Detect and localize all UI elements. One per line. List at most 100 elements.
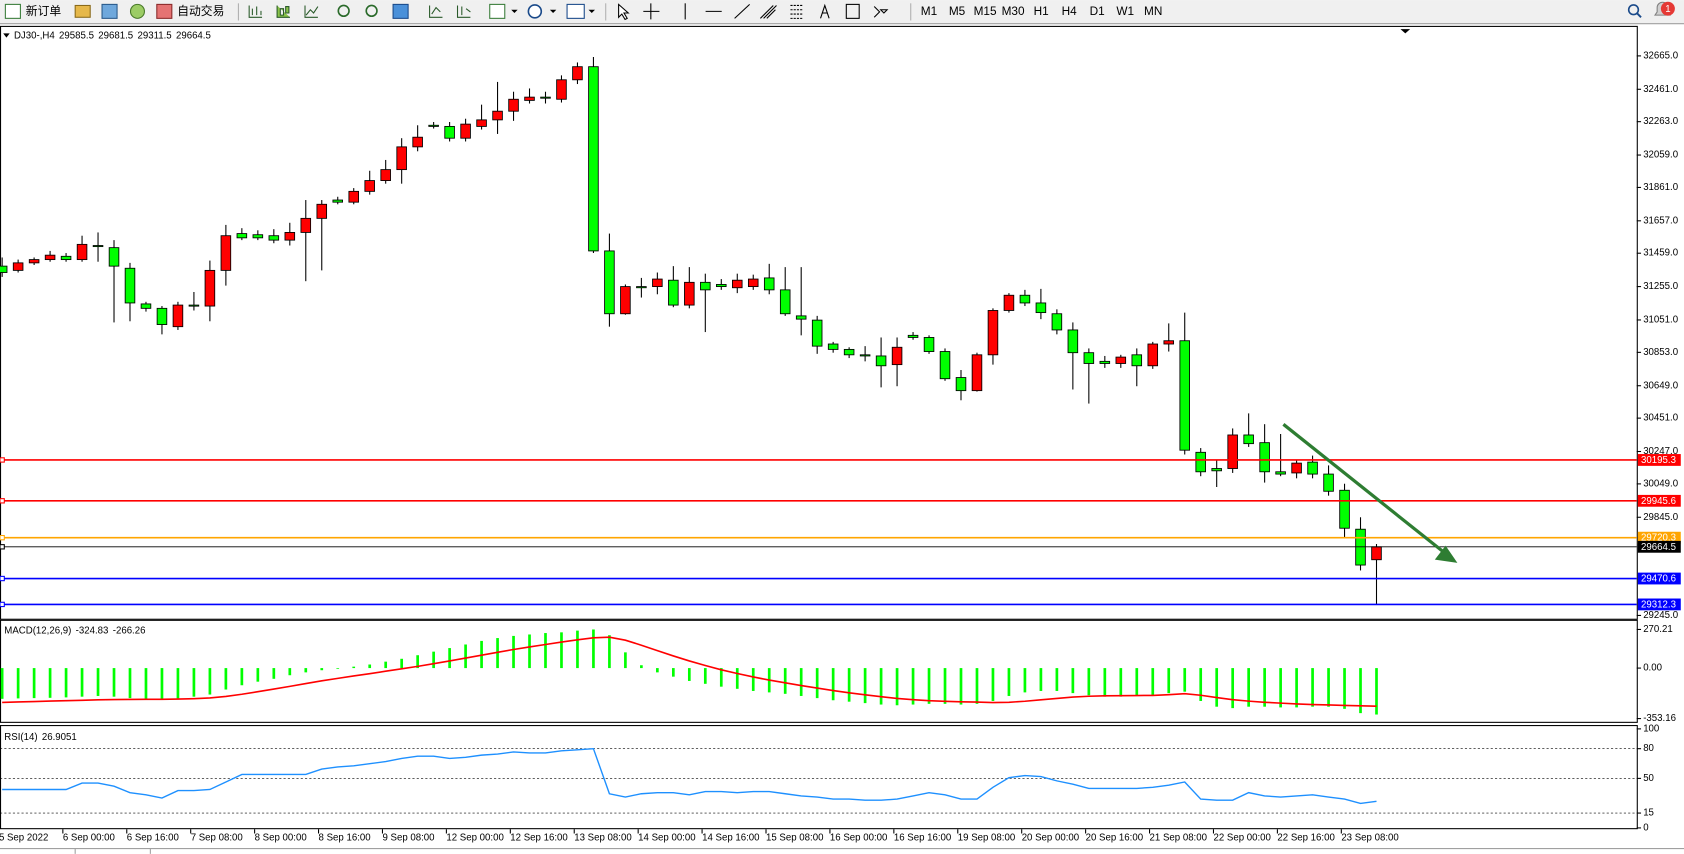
- trend-arrow: [1282, 423, 1458, 563]
- timeframe-button[interactable]: H1: [1034, 4, 1049, 18]
- candle-body: [124, 267, 136, 304]
- macd-bar: [1311, 668, 1314, 707]
- macd-bar: [544, 633, 547, 669]
- timeframe-button[interactable]: W1: [1116, 4, 1134, 18]
- indicators-button[interactable]: [489, 3, 506, 19]
- candle-body: [76, 243, 88, 261]
- macd-bar: [1151, 668, 1155, 696]
- timeframe-button[interactable]: M30: [1002, 4, 1025, 18]
- y-tick-label: 31051.0: [1643, 315, 1678, 326]
- chart-area: DJ30-,H4 29585.5 29681.5 29311.5 29664.5 MAC…: [0, 25, 1681, 843]
- zoom-in-button[interactable]: [337, 4, 350, 18]
- candle-body: [220, 235, 232, 271]
- timeframe-button[interactable]: M1: [921, 4, 937, 18]
- candle-body: [492, 110, 503, 121]
- close-price: 29664.5: [176, 30, 211, 41]
- dropdown-arrow[interactable]: [588, 9, 595, 13]
- macd-bar: [1055, 668, 1059, 691]
- timeframe-button[interactable]: M15: [974, 4, 997, 18]
- new-order-button[interactable]: 新订单: [26, 4, 62, 18]
- macd-bar: [1135, 668, 1139, 696]
- macd-bar: [512, 635, 515, 669]
- timeframe-bar: M1 M5 M15 M30 H1 H4 D1 W1 MN: [921, 4, 1163, 18]
- auto-trade-button[interactable]: 自动交易: [177, 4, 224, 18]
- notification-count: 1: [1665, 4, 1670, 15]
- macd-bar: [911, 668, 915, 705]
- x-tick-label: 20 Sep 00:00: [1022, 832, 1079, 843]
- candle-body: [108, 247, 120, 267]
- trendline-button[interactable]: [734, 3, 751, 19]
- candle-body: [732, 279, 743, 289]
- icon-button[interactable]: [101, 3, 118, 19]
- dropdown-arrow[interactable]: [549, 9, 557, 13]
- candle-body: [716, 284, 727, 288]
- candle-body: [811, 319, 823, 347]
- notification-badge[interactable]: [1660, 1, 1675, 16]
- channel-button[interactable]: [759, 5, 777, 19]
- candle-body: [684, 281, 695, 306]
- text-button[interactable]: [820, 3, 830, 19]
- label-button[interactable]: [845, 3, 860, 19]
- macd-bar: [991, 668, 995, 701]
- arrows-button[interactable]: [873, 6, 889, 18]
- macd-bar: [1343, 668, 1346, 709]
- macd-bar: [1247, 668, 1250, 707]
- timeframe-button[interactable]: MN: [1144, 4, 1162, 18]
- signal-line: [2, 636, 1377, 707]
- price-label-bg: [1637, 598, 1681, 611]
- search-button-handle[interactable]: [1636, 12, 1642, 18]
- macd-bar: [368, 664, 372, 669]
- macd-bar: [1007, 668, 1011, 696]
- zoom-out-button[interactable]: [365, 4, 378, 18]
- candle-body: [252, 234, 264, 239]
- arrow-head: [1434, 545, 1458, 563]
- candle-body: [1147, 343, 1159, 367]
- indicator-name: MACD(12,26,9): [4, 625, 71, 636]
- timeframe-button[interactable]: H4: [1062, 4, 1078, 18]
- candle-body: [1339, 489, 1350, 529]
- candle-body: [188, 304, 200, 307]
- line-chart-button[interactable]: [304, 5, 319, 18]
- macd-bar: [783, 668, 787, 694]
- candle-body: [316, 203, 328, 219]
- y-tick-label: 0: [1643, 822, 1648, 833]
- macd-bar: [224, 668, 228, 690]
- price-label-bg: [1637, 540, 1681, 553]
- auto-trade-icon[interactable]: [156, 3, 173, 19]
- scroll-button[interactable]: [429, 5, 443, 18]
- periods-button[interactable]: [527, 4, 543, 19]
- candle-chart-button[interactable]: [276, 5, 290, 18]
- crosshair-button[interactable]: [643, 3, 660, 20]
- fibonacci-button[interactable]: [790, 4, 804, 19]
- templates-button[interactable]: [566, 3, 585, 19]
- shift-button[interactable]: [456, 5, 471, 18]
- search-button[interactable]: [1627, 4, 1640, 16]
- cursor-button[interactable]: [618, 3, 630, 21]
- candle-body: [172, 304, 184, 328]
- tile-button[interactable]: [392, 3, 409, 19]
- bar-chart-button[interactable]: [248, 5, 263, 18]
- candle-body: [380, 169, 391, 181]
- candle-body: [827, 343, 839, 350]
- symbol: DJ30-,H4: [14, 30, 55, 41]
- macd-bar: [624, 652, 627, 669]
- candle-body: [923, 337, 935, 352]
- dropdown-arrow[interactable]: [511, 9, 518, 13]
- macd-bar: [608, 635, 611, 669]
- candle-body: [572, 66, 583, 81]
- macd-bar: [128, 668, 132, 699]
- timeframe-button[interactable]: D1: [1090, 4, 1105, 18]
- candle-body: [891, 346, 903, 366]
- macd-bar: [160, 668, 164, 700]
- icon-button[interactable]: [74, 4, 91, 18]
- candle-body: [0, 265, 8, 273]
- price-label-bg: [1637, 494, 1681, 507]
- new-order-icon[interactable]: [4, 3, 21, 19]
- macd-bar: [879, 668, 883, 705]
- macd-bar: [432, 651, 435, 669]
- macd-bar: [256, 668, 260, 682]
- icon-button[interactable]: [129, 3, 145, 19]
- timeframe-button[interactable]: M5: [949, 4, 966, 18]
- candle-body: [763, 277, 775, 291]
